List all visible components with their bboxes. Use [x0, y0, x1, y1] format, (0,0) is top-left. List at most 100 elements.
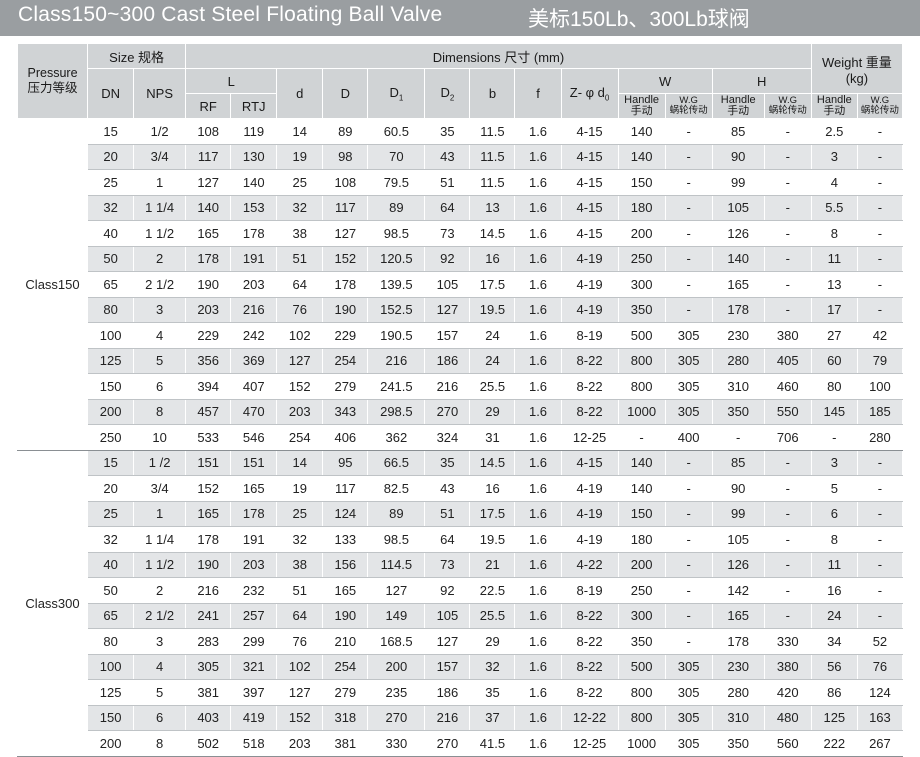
table-cell: - [856, 577, 904, 604]
table-cell: 178 [322, 271, 369, 298]
table-cell: - [664, 144, 713, 170]
table-cell: 3 [133, 628, 187, 655]
table-cell: 460 [763, 373, 812, 400]
table-cell: 250 [87, 424, 135, 451]
table-cell: 200 [87, 399, 135, 425]
table-cell: 149 [367, 603, 426, 629]
table-cell: 400 [664, 424, 713, 451]
table-cell: 3 [133, 297, 187, 323]
table-cell: 89 [367, 195, 426, 221]
table-cell: 1 [133, 169, 187, 196]
table-row: 40 1 1/2 165 178 38 127 98.5 73 14.5 1.6 4-15 200-1… [18, 220, 904, 247]
table-row: 20 3/4 152 165 19 117 82.5 43 16 1.6 4-19 140-90-5- [18, 475, 904, 502]
table-cell: 100 [87, 322, 135, 349]
table-cell: - [856, 526, 904, 553]
table-cell: 8 [810, 220, 858, 247]
table-cell: 127 [185, 169, 232, 196]
h-handle-header: Handle 手动 [711, 93, 765, 119]
table-cell: - [763, 501, 812, 527]
d2-header-label: D [440, 84, 450, 100]
table-cell: 191 [230, 526, 278, 553]
table-cell: 178 [711, 628, 765, 655]
table-cell: 60 [810, 348, 858, 374]
table-cell: 108 [185, 118, 232, 145]
table-cell: 32 [276, 526, 324, 553]
table-cell: 21 [469, 552, 516, 578]
table-cell: 330 [367, 730, 426, 757]
table-cell: 153 [230, 195, 278, 221]
table-cell: 11.5 [469, 169, 516, 196]
table-row: 65 2 1/2 241 257 64 190 149 105 25.5 1.6 8-22 300-1… [18, 603, 904, 629]
pressure-header-cn: 压力等级 [27, 81, 78, 95]
table-cell: 270 [367, 705, 426, 731]
table-cell: 6 [133, 373, 187, 400]
table-cell: 76 [276, 297, 324, 323]
table-cell: - [763, 195, 812, 221]
table-cell: 19.5 [469, 297, 516, 323]
table-cell: 185 [856, 399, 904, 425]
table-cell: 186 [424, 348, 471, 374]
table-cell: 127 [276, 348, 324, 374]
big-d-header: D [322, 68, 369, 119]
w-gear-en: W.G [679, 95, 698, 106]
table-cell: 298.5 [367, 399, 426, 425]
table-cell: 190 [185, 552, 232, 578]
table-body: Class150 15 1/2 108 119 14 89 60.5 35 11.5 1.6 4-15… [16, 118, 904, 757]
table-cell: 140 [617, 144, 666, 170]
table-cell: 14.5 [469, 450, 516, 476]
table-cell: 203 [185, 297, 232, 323]
table-cell: 22.5 [469, 577, 516, 604]
table-cell: 3/4 [133, 144, 187, 170]
table-cell: 280 [711, 679, 765, 706]
table-row: 25 1 127 140 25 108 79.5 51 11.5 1.6 4-15 150-99-4- [18, 169, 904, 196]
table-cell: 1.6 [514, 526, 562, 553]
table-cell: 1.6 [514, 654, 562, 680]
d2-header: D2 [424, 68, 471, 119]
table-cell: 1.6 [514, 628, 562, 655]
table-cell: 24 [810, 603, 858, 629]
table-cell: 11 [810, 552, 858, 578]
table-cell: 80 [87, 628, 135, 655]
table-cell: 381 [322, 730, 369, 757]
table-cell: - [664, 603, 713, 629]
table-cell: 1000 [617, 730, 666, 757]
table-cell: 29 [469, 628, 516, 655]
table-cell: 42 [856, 322, 904, 349]
table-cell: 127 [424, 297, 471, 323]
table-cell: - [763, 297, 812, 323]
table-cell: - [856, 169, 904, 196]
table-cell: 305 [664, 705, 713, 731]
table-cell: 8 [133, 730, 187, 757]
table-cell: - [763, 526, 812, 553]
table-cell: 502 [185, 730, 232, 757]
f-header: f [514, 68, 562, 119]
table-cell: - [856, 144, 904, 170]
table-cell: 98 [322, 144, 369, 170]
table-row: 125 5 356 369 127 254 216 186 24 1.6 8-22 800 305 280… [18, 348, 904, 374]
table-cell: 270 [424, 399, 471, 425]
table-cell: 6 [810, 501, 858, 527]
table-cell: 14 [276, 450, 324, 476]
table-cell: - [664, 118, 713, 145]
table-cell: 203 [276, 399, 324, 425]
table-cell: 190 [185, 271, 232, 298]
table-cell: - [664, 450, 713, 476]
table-cell: 5 [133, 348, 187, 374]
table-cell: 420 [763, 679, 812, 706]
valve-dimension-table: Pressure 压力等级 Size 规格 Dimensions 尺寸 (mm)… [16, 44, 904, 757]
table-cell: - [856, 118, 904, 145]
table-cell: 1 1/2 [133, 220, 187, 247]
table-cell: 470 [230, 399, 278, 425]
table-cell: 17.5 [469, 501, 516, 527]
table-cell: 165 [711, 603, 765, 629]
table-cell: 235 [367, 679, 426, 706]
table-cell: 546 [230, 424, 278, 451]
table-cell: 89 [367, 501, 426, 527]
table-cell: 1/2 [133, 118, 187, 145]
table-row: 32 1 1/4 140 153 32 117 89 64 13 1.6 4-15 180-105-5… [18, 195, 904, 221]
table-cell: - [763, 603, 812, 629]
table-cell: 216 [185, 577, 232, 604]
table-cell: 31 [469, 424, 516, 451]
table-cell: 1.6 [514, 603, 562, 629]
table-cell: 300 [617, 271, 666, 298]
